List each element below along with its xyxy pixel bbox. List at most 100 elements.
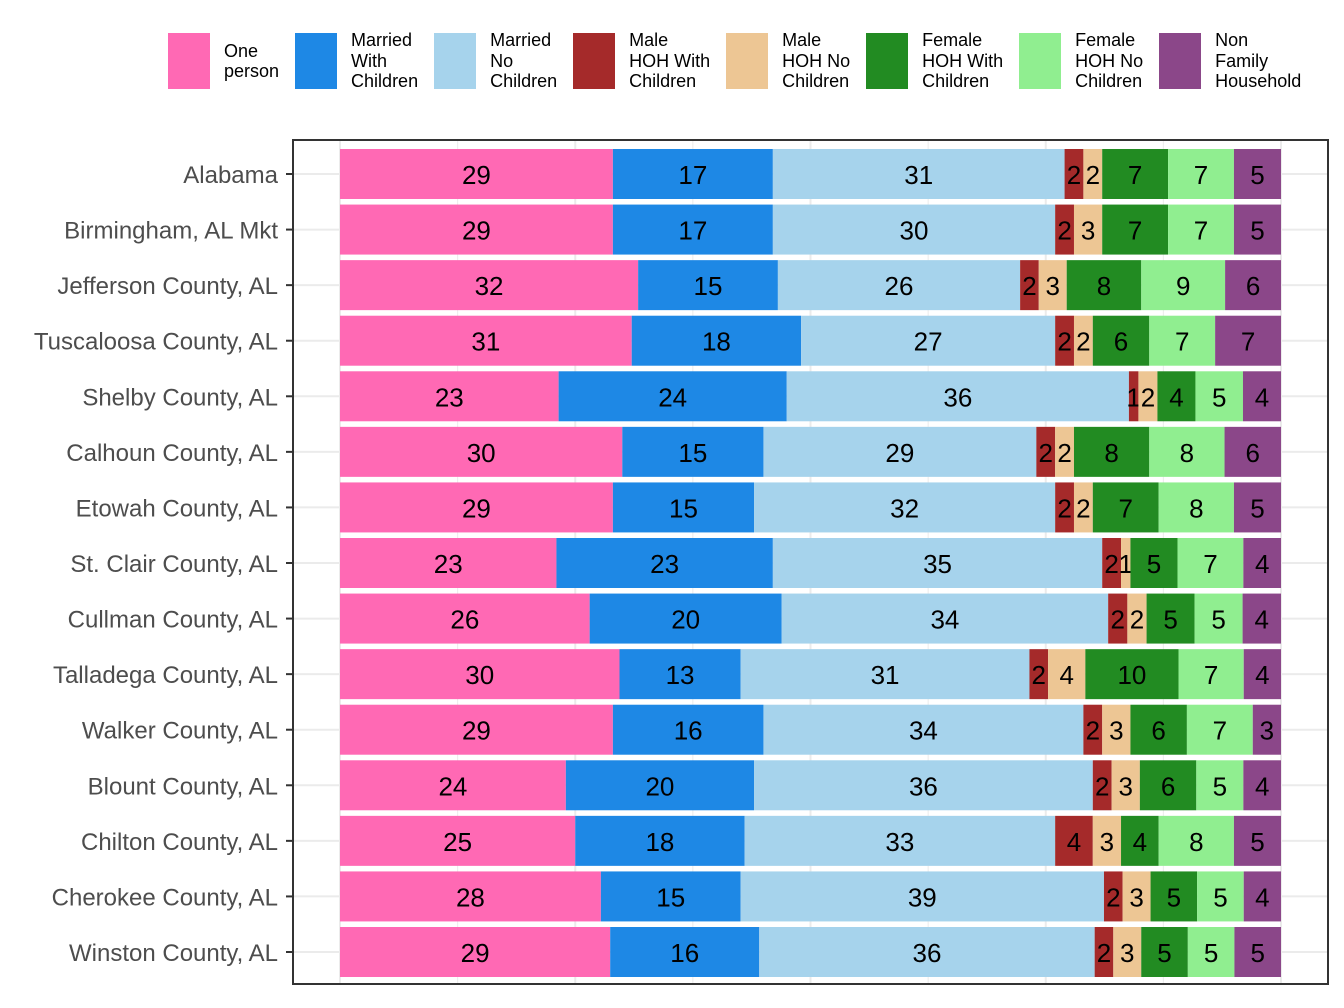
bar-segment: [1083, 149, 1103, 199]
legend-label: Male HOH With Children: [629, 30, 711, 92]
bar-segment: [1224, 426, 1281, 477]
y-tick-label: Alabama: [183, 162, 278, 189]
legend-label: Male HOH No Children: [782, 30, 851, 92]
data-label: 5: [1250, 938, 1264, 968]
data-label: 26: [885, 271, 914, 301]
data-label: 18: [702, 327, 731, 357]
bar-segment: [1141, 260, 1226, 311]
data-label: 2: [1022, 271, 1036, 301]
data-label: 2: [1076, 493, 1090, 523]
data-label: 18: [645, 827, 674, 857]
legend-key: [1019, 33, 1062, 89]
bar-segment: [340, 204, 613, 255]
y-tick-label: Winston County, AL: [69, 940, 278, 967]
data-label: 5: [1250, 493, 1264, 523]
data-label: 31: [904, 160, 933, 190]
y-tick-label: Talladega County, AL: [53, 662, 278, 689]
bar-segment: [1196, 760, 1244, 811]
bar-segment: [1233, 204, 1281, 255]
data-label: 2: [1067, 160, 1081, 190]
data-label: 3: [1260, 716, 1274, 746]
data-label: 7: [1194, 160, 1208, 190]
data-label: 10: [1117, 660, 1146, 690]
bar-row: 24 20 36 2 3 6 5 4: [340, 760, 1281, 811]
bar-segment: [1146, 593, 1195, 644]
bar-segment: [1055, 426, 1074, 477]
data-label: 16: [674, 716, 703, 746]
bar-row: 32 15 26 2 3 8 9 6: [340, 260, 1281, 311]
data-label: 16: [670, 938, 699, 968]
data-label: 20: [645, 771, 674, 801]
data-label: 2: [1076, 327, 1090, 357]
bar-segment: [772, 149, 1065, 199]
bar-segment: [1168, 204, 1234, 255]
data-label: 2: [1141, 382, 1155, 412]
bar-segment: [1048, 649, 1086, 700]
data-label: 4: [1169, 382, 1183, 412]
bar-segment: [1150, 871, 1198, 922]
data-label: 5: [1167, 882, 1181, 912]
bar-segment: [589, 593, 782, 644]
bar-segment: [754, 482, 1056, 533]
legend-key: [168, 33, 210, 89]
bar-segment: [1066, 260, 1142, 311]
data-label: 30: [467, 438, 496, 468]
data-label: 7: [1175, 327, 1189, 357]
bar-segment: [1083, 704, 1103, 755]
data-label: 5: [1147, 549, 1161, 579]
bar-segment: [1073, 204, 1103, 255]
bar-segment: [340, 371, 559, 422]
bar-segment: [1128, 371, 1139, 422]
bar-segment: [340, 927, 611, 977]
bar-segment: [1139, 760, 1197, 811]
bar-segment: [1102, 538, 1122, 588]
bar-segment: [763, 704, 1084, 755]
data-label: 8: [1189, 493, 1203, 523]
bar-segment: [558, 371, 787, 422]
data-label: 2: [1057, 327, 1071, 357]
data-label: 4: [1255, 771, 1269, 801]
data-label: 15: [694, 271, 723, 301]
data-label: 2: [1106, 882, 1120, 912]
data-label: 29: [462, 216, 491, 246]
y-tick-label: Etowah County, AL: [76, 495, 278, 522]
data-label: 32: [890, 493, 919, 523]
legend: One person Married With Children Married N…: [168, 30, 1301, 92]
bar-row: 26 20 34 2 2 5 5 4: [340, 593, 1281, 644]
y-tick-label: Walker County, AL: [82, 718, 278, 745]
bar-segment: [786, 371, 1129, 422]
bar-segment: [1186, 704, 1253, 755]
legend-item: Male HOH With Children: [573, 30, 711, 92]
legend-key: [726, 33, 769, 89]
data-label: 15: [678, 438, 707, 468]
bar-segment: [612, 704, 764, 755]
data-label: 31: [471, 327, 500, 357]
bar-segment: [619, 649, 741, 700]
bar-segment: [1038, 260, 1067, 311]
data-label: 6: [1161, 771, 1175, 801]
data-label: 3: [1109, 716, 1123, 746]
bar-segment: [600, 871, 741, 922]
legend-label: Married No Children: [490, 30, 558, 92]
y-tick-label: Tuscaloosa County, AL: [34, 329, 278, 356]
data-label: 5: [1212, 382, 1226, 412]
bar-segment: [612, 482, 755, 533]
bar-segment: [1111, 760, 1140, 811]
bar-segment: [1092, 760, 1112, 811]
data-label: 1: [1119, 549, 1133, 579]
bar-segment: [1194, 593, 1243, 644]
data-label: 31: [871, 660, 900, 690]
bar-segment: [1103, 871, 1123, 922]
y-tick-label: Cullman County, AL: [68, 607, 278, 634]
bar-segment: [1102, 149, 1169, 199]
data-label: 8: [1189, 827, 1203, 857]
bar-segment: [740, 871, 1104, 922]
bar-segment: [1122, 871, 1151, 922]
data-label: 29: [462, 493, 491, 523]
bar-segment: [1197, 871, 1244, 922]
data-label: 27: [914, 327, 943, 357]
bar-segment: [1187, 927, 1235, 977]
data-label: 3: [1119, 771, 1133, 801]
bar-segment: [1195, 371, 1243, 422]
data-label: 35: [923, 549, 952, 579]
